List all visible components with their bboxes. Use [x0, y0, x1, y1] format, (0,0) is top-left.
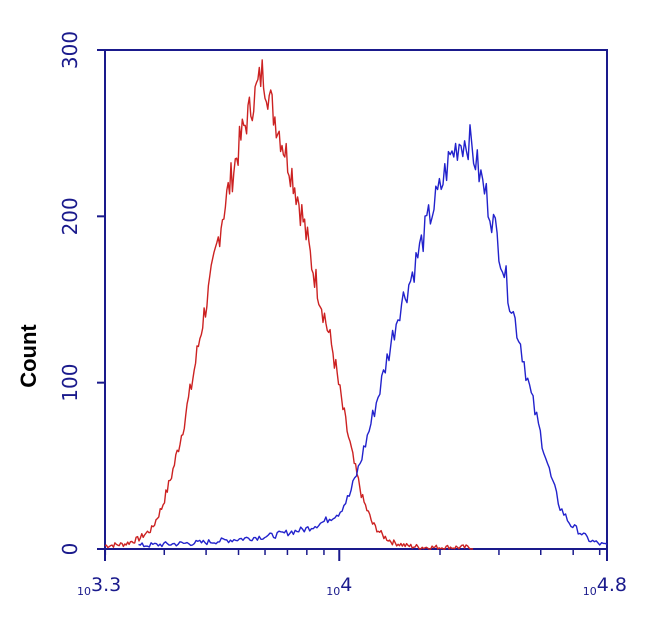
series-line-0 [104, 59, 474, 550]
x-tick-label-2: 104.8 [583, 574, 627, 598]
x-tick-label-1: 104 [326, 574, 352, 598]
x-axis: 103.3 104 104.8 [77, 549, 627, 598]
y-axis-label: Count [16, 324, 41, 388]
y-axis: 0 100 200 300 [58, 31, 105, 555]
y-tick-label-2: 200 [58, 197, 82, 235]
plot-frame [104, 49, 608, 550]
series-layer [104, 59, 608, 550]
y-tick-label-1: 100 [58, 364, 82, 402]
series-line-1 [138, 124, 608, 548]
x-tick-label-0: 103.3 [77, 574, 121, 598]
y-tick-label-0: 0 [58, 543, 82, 556]
y-tick-label-3: 300 [58, 31, 82, 69]
